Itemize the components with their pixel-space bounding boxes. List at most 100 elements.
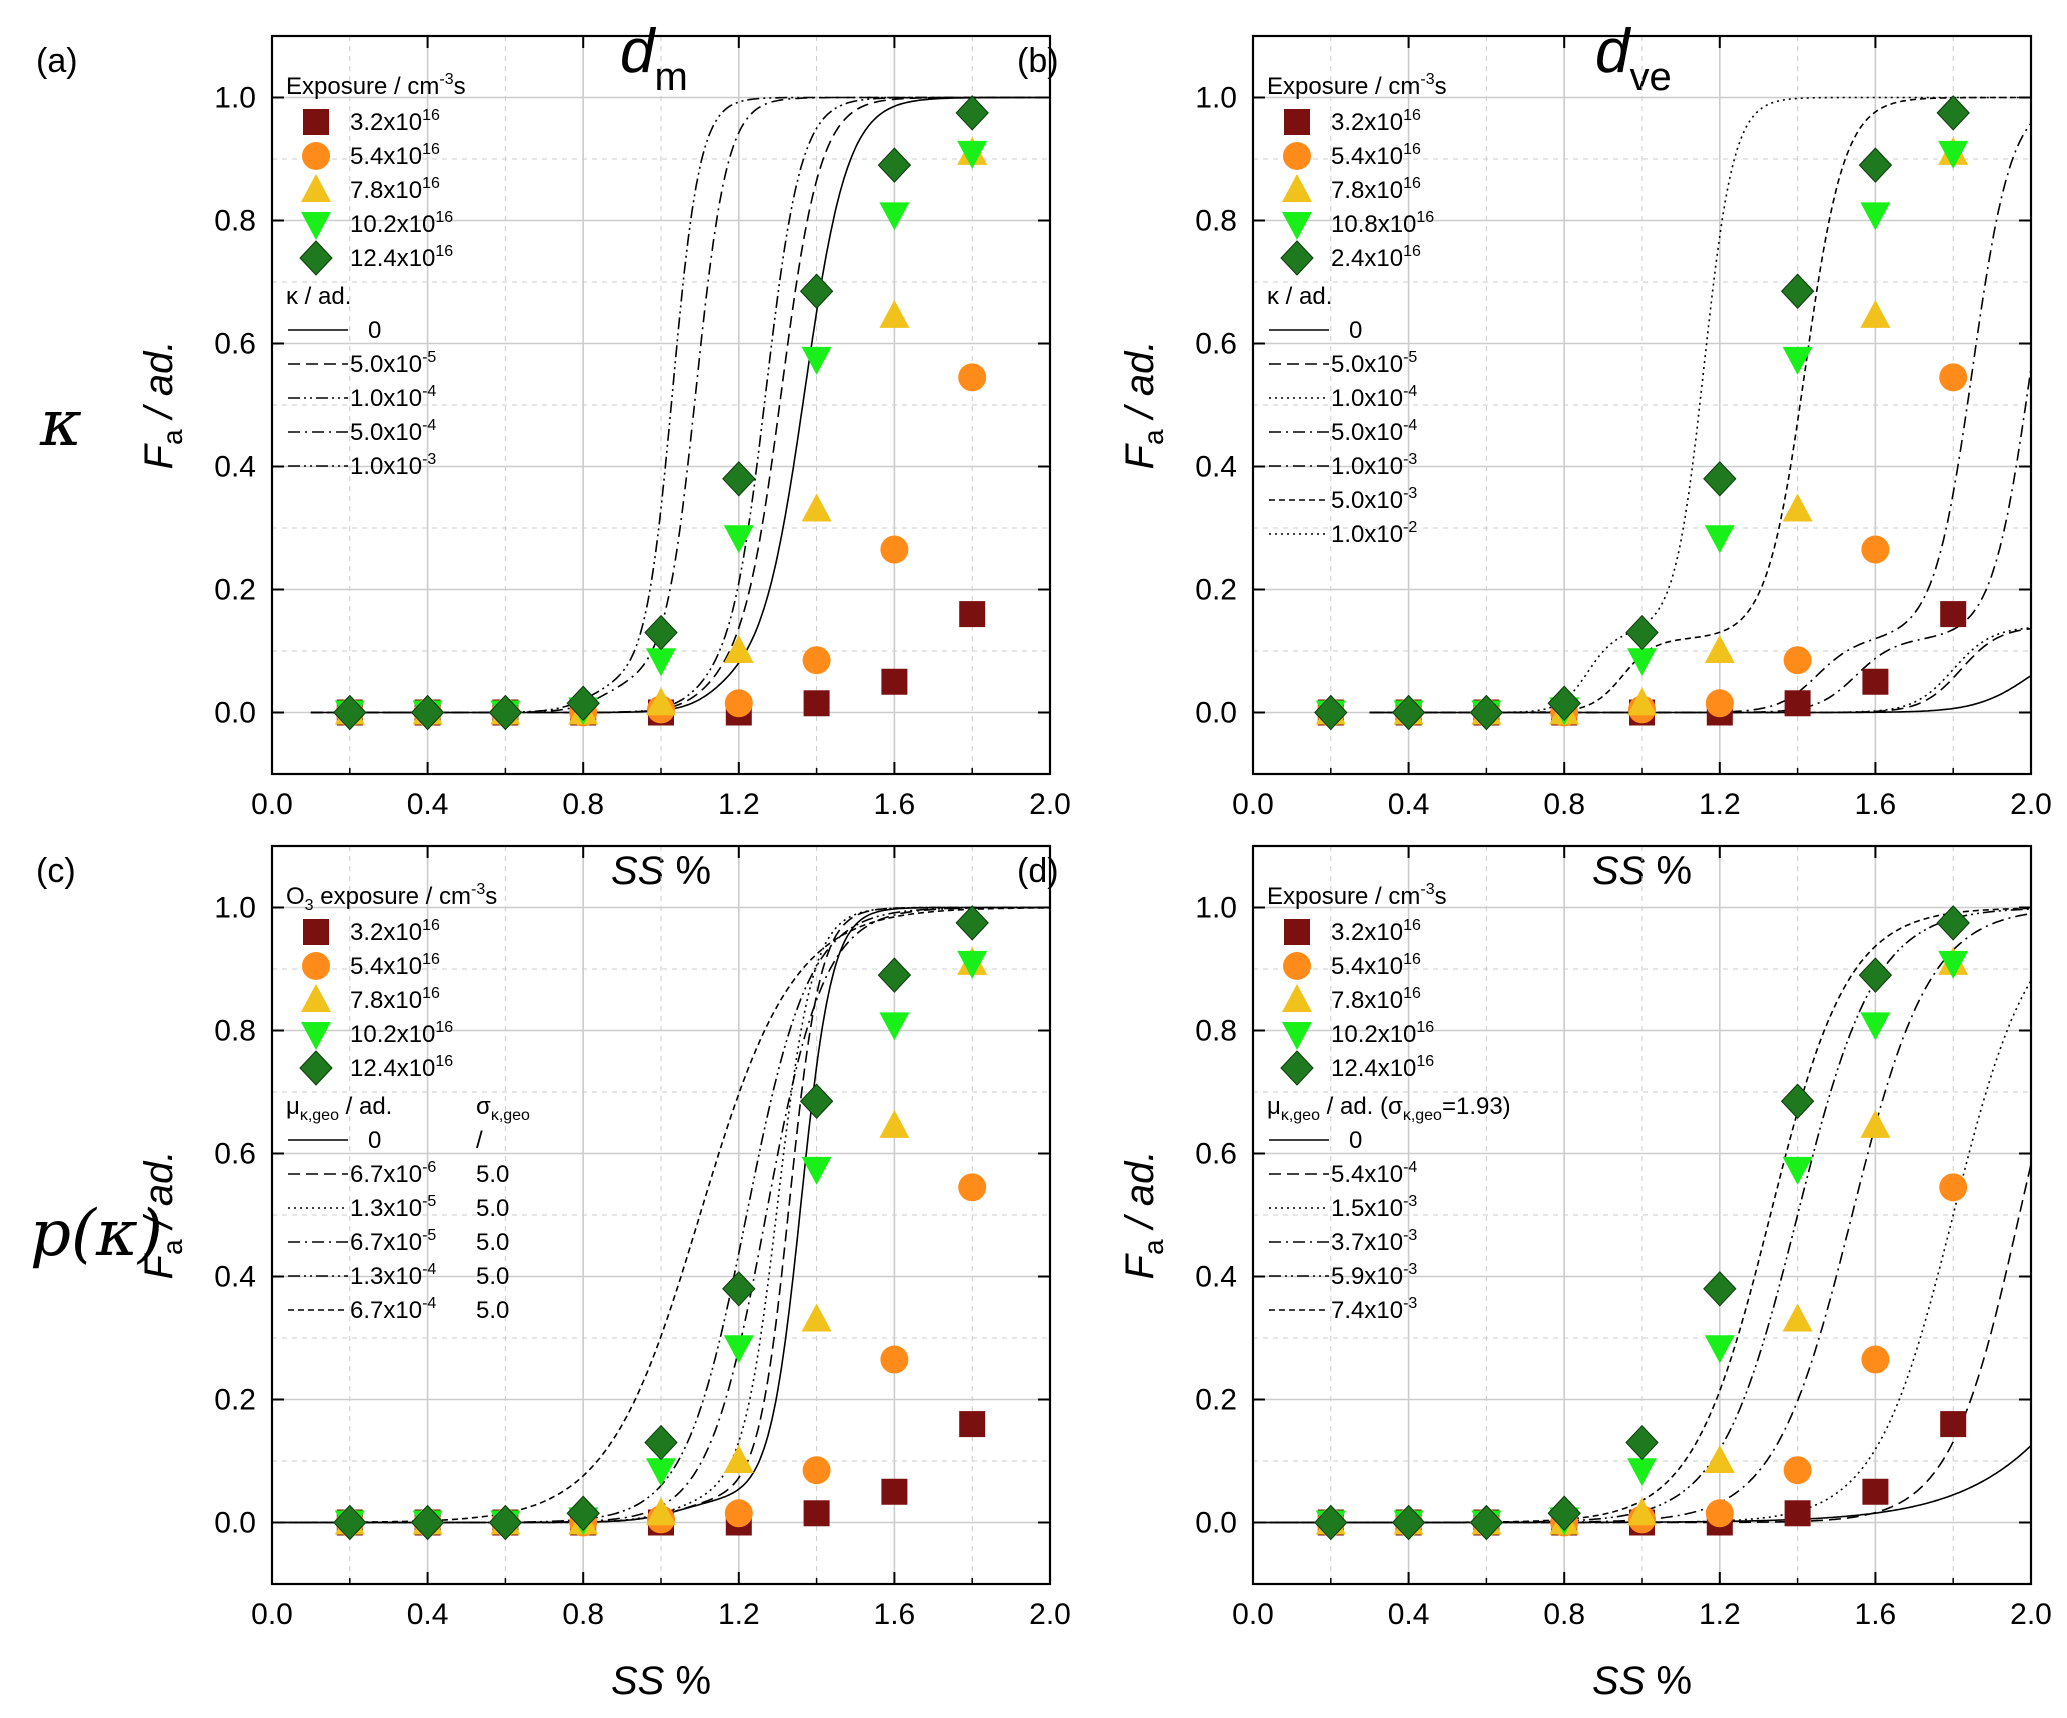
data-point: [724, 689, 753, 718]
x-axis-title: SS %: [1592, 1659, 1692, 1703]
legend-marker: [1283, 142, 1311, 170]
legend-curve-label: 1.0x10-4: [350, 383, 436, 412]
legend: Exposure / cm-3s 3.2x1016 5.4x1016 7.8x1016…: [1267, 881, 1511, 1324]
legend-label: 5.4x1016: [1331, 951, 1421, 980]
svg-text:dve: dve: [1595, 17, 1672, 99]
data-point: [1860, 1109, 1891, 1138]
legend-curve-label: 1.0x10-3: [350, 451, 436, 480]
data-point: [881, 668, 908, 695]
data-series: [1314, 95, 1970, 731]
data-series: [1314, 905, 1970, 1541]
data-point: [1782, 346, 1813, 375]
data-point: [957, 950, 988, 979]
data-point: [1780, 273, 1815, 309]
legend-label: 10.8x1016: [1331, 209, 1434, 238]
x-tick-label: 1.6: [1855, 788, 1897, 821]
data-point: [1704, 1445, 1735, 1473]
y-tick-label: 0.2: [1195, 574, 1237, 607]
legend-label: 2.4x1016: [1331, 243, 1421, 272]
data-point: [723, 1445, 754, 1473]
x-axis-title: SS %: [1592, 849, 1692, 893]
legend-curve-label: 6.7x10-4: [350, 1295, 436, 1324]
legend-curve-label: 1.3x10-4: [350, 1261, 436, 1290]
legend-label: 12.4x1016: [350, 1053, 453, 1082]
data-point: [1627, 1497, 1657, 1526]
data-point: [880, 1345, 909, 1374]
x-tick-label: 1.2: [718, 1598, 760, 1631]
legend-curve-label: 5.0x10-4: [350, 417, 436, 446]
x-tick-label: 1.2: [1699, 788, 1741, 821]
legend-label: 7.8x1016: [350, 985, 440, 1014]
data-point: [1391, 1504, 1426, 1541]
legend-label: 3.2x1016: [1331, 917, 1421, 946]
data-point: [646, 648, 676, 677]
legend-label: 5.4x1016: [350, 141, 440, 170]
x-tick-label: 1.2: [718, 788, 760, 821]
legend-header: Exposure / cm-3s: [1267, 881, 1447, 910]
data-point: [803, 1500, 830, 1527]
legend-marker: [1280, 240, 1314, 276]
data-point: [958, 363, 987, 392]
data-point: [1782, 1303, 1813, 1332]
x-tick-label: 0.4: [407, 788, 449, 821]
legend-curves-header-right: /: [476, 1127, 483, 1154]
x-tick-label: 2.0: [1029, 788, 1071, 821]
y-tick-label: 1.0: [214, 82, 256, 115]
data-point: [1704, 1335, 1735, 1364]
y-axis-title: Fa / ad.: [1118, 1151, 1169, 1280]
x-tick-label: 0.4: [407, 1598, 449, 1631]
data-point: [1861, 1345, 1890, 1374]
row-title-p-kappa: p(κ): [30, 1197, 163, 1271]
data-point: [646, 687, 676, 716]
legend: Exposure / cm-3s 3.2x1016 5.4x1016 7.8x1016…: [286, 71, 466, 480]
y-tick-label: 0.2: [214, 1384, 256, 1417]
y-tick-label: 0.4: [214, 1261, 256, 1294]
data-point: [880, 535, 909, 564]
data-point: [801, 1303, 832, 1332]
data-point: [959, 1411, 986, 1438]
data-point: [1784, 690, 1811, 717]
x-tick-label: 1.6: [1855, 1598, 1897, 1631]
legend-curves-header: μκ,geo / ad. (σκ,geo=1.93): [1267, 1093, 1511, 1124]
y-tick-label: 0.0: [1195, 1507, 1237, 1540]
x-tick-label: 0.8: [1543, 788, 1585, 821]
data-point: [802, 1456, 831, 1485]
data-series: [333, 905, 989, 1541]
data-point: [958, 1173, 987, 1202]
chart-panel: 0.0 0.4 0.8 1.2 1.6 2.0 0.0 0.2 0.4 0.6 0.8 1.0 SS %…: [36, 34, 1071, 893]
data-point: [955, 95, 989, 131]
data-point: [1936, 905, 1970, 941]
y-tick-label: 0.2: [214, 574, 256, 607]
data-point: [1627, 1458, 1657, 1487]
legend-curve-label: 5.0x10-5: [350, 349, 436, 378]
legend-curve-right: 5.0: [476, 1195, 509, 1222]
legend-marker: [1282, 1022, 1312, 1050]
data-point: [723, 525, 754, 554]
y-tick-label: 1.0: [1195, 892, 1237, 925]
data-point: [799, 1083, 834, 1119]
model-curve: [1369, 96, 2031, 714]
x-tick-label: 2.0: [2010, 788, 2052, 821]
data-point: [644, 614, 678, 651]
data-point: [879, 202, 910, 231]
ticks: 0.0 0.4 0.8 1.2 1.6 2.0 0.0 0.2 0.4 0.6 0.8 1.0: [1195, 846, 2052, 1631]
data-point: [799, 273, 834, 309]
legend-label: 10.2x1016: [350, 209, 453, 238]
x-tick-label: 1.6: [874, 1598, 916, 1631]
data-point: [723, 635, 754, 663]
legend-curves-header-right: σκ,geo: [476, 1093, 530, 1124]
panel-letter: (d): [1017, 852, 1059, 890]
y-tick-label: 0.2: [1195, 1384, 1237, 1417]
column-title-dve: dve: [1595, 17, 1672, 99]
data-point: [566, 1495, 600, 1532]
legend-label: 5.4x1016: [350, 951, 440, 980]
model-curve: [1369, 96, 2031, 714]
ticks: 0.0 0.4 0.8 1.2 1.6 2.0 0.0 0.2 0.4 0.6 0.8 1.0: [214, 846, 1071, 1631]
legend-curve-label: 1.0x10-2: [1331, 519, 1417, 548]
legend-curves-header: κ / ad.: [286, 283, 351, 310]
data-point: [1784, 1500, 1811, 1527]
data-point: [1314, 1504, 1348, 1541]
legend-curves-header: κ / ad.: [1267, 283, 1332, 310]
y-tick-label: 1.0: [1195, 82, 1237, 115]
legend-marker: [299, 240, 333, 276]
